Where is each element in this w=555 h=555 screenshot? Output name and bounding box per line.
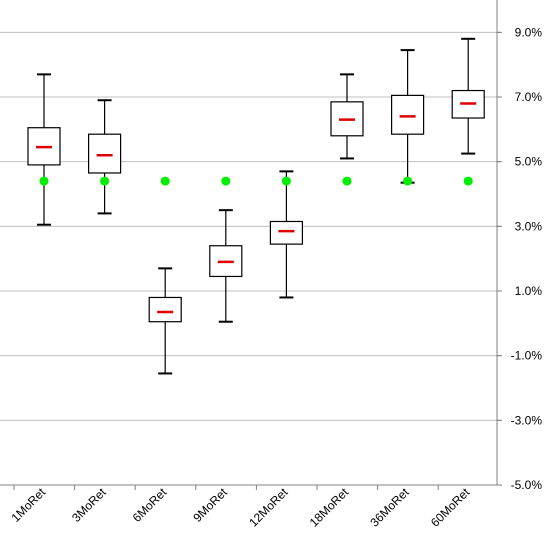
iqr-box: [87, 133, 122, 174]
reference-marker: [403, 176, 413, 186]
y-tick-label: 9.0%: [515, 25, 543, 39]
box-1MoRet: [27, 73, 61, 226]
category-label: 1MoRet: [9, 485, 49, 525]
category-label: 3MoRet: [69, 485, 109, 525]
category-label: 6MoRet: [130, 485, 170, 525]
reference-marker: [221, 176, 231, 186]
markers: [39, 176, 473, 186]
box-9MoRet: [209, 209, 243, 323]
box-60MoRet: [451, 37, 485, 155]
iqr-box: [391, 94, 425, 135]
category-label: 9MoRet: [190, 485, 230, 525]
y-tick-labels: 9.0% 7.0% 5.0% 3.0% 1.0% -1.0% -3.0% -5.0%: [511, 25, 543, 492]
category-label: 18MoRet: [307, 485, 352, 530]
gridlines: [0, 31, 497, 421]
reference-marker: [463, 176, 473, 186]
axes: [0, 0, 502, 490]
box-6MoRet: [148, 267, 182, 375]
reference-marker: [100, 176, 110, 186]
iqr-box: [209, 245, 243, 278]
box-18MoRet: [330, 73, 364, 160]
y-tick-label: 1.0%: [515, 284, 543, 298]
y-tick-label: 7.0%: [515, 90, 543, 104]
x-category-labels: 1MoRet 3MoRet 6MoRet 9MoRet 12MoRet 18MoRet 36…: [9, 485, 473, 530]
y-tick-label: 3.0%: [515, 219, 543, 233]
y-tick-label: -3.0%: [511, 413, 543, 427]
box-3MoRet: [87, 99, 122, 215]
iqr-box: [148, 296, 182, 323]
y-tick-label: -5.0%: [511, 478, 543, 492]
iqr-box: [269, 220, 303, 245]
y-tick-label: -1.0%: [511, 349, 543, 363]
reference-marker: [39, 176, 49, 186]
category-label: 12MoRet: [246, 485, 291, 530]
box-36MoRet: [391, 49, 425, 184]
reference-marker: [342, 176, 352, 186]
reference-marker: [281, 176, 291, 186]
iqr-box: [27, 127, 61, 166]
boxes: [27, 37, 485, 375]
category-label: 60MoRet: [428, 485, 473, 530]
y-tick-label: 5.0%: [515, 155, 543, 169]
category-label: 36MoRet: [367, 485, 412, 530]
box-12MoRet: [269, 170, 303, 299]
reference-marker: [160, 176, 170, 186]
